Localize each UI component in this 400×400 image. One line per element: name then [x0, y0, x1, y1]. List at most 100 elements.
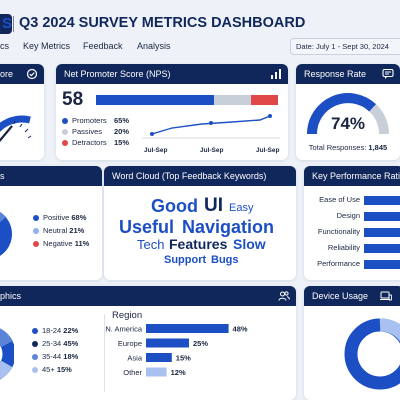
legend-value: 68% [71, 213, 87, 222]
region-data-label: 25% [193, 339, 208, 348]
sentiment-card: s Positive 68% Neutral 21% Negative 11% [0, 166, 102, 280]
logo-badge[interactable] [0, 14, 12, 34]
kpi-row: Reliability [304, 242, 400, 258]
response-rate-card: Response Rate 74% Total Responses: 1,845 [296, 64, 400, 160]
legend-value: 15% [114, 138, 130, 147]
demographics-title: phics [0, 291, 22, 301]
kpi-list: Ease of Use Design Functionality Reliabi… [304, 194, 400, 274]
age-legend: 18-24 22% 25-34 45% 35-44 18% 45+ 15% [32, 326, 78, 378]
legend-dot-passives [62, 129, 68, 136]
legend-label: Negative [43, 239, 73, 248]
word-slow: Slow [233, 236, 266, 252]
page-title: Q3 2024 SURVEY METRICS DASHBOARD [19, 15, 306, 31]
word-navigation: Navigation [182, 217, 275, 237]
legend-item: Passives 20% [62, 127, 136, 138]
nps-value: 58 [62, 89, 84, 110]
chat-icon[interactable] [382, 68, 394, 80]
legend-item: Positive 68% [33, 213, 89, 226]
top-nav: cs Key Metrics Feedback Analysis [0, 41, 290, 53]
word-useful: Useful [119, 217, 175, 237]
word-features: Features [169, 236, 228, 252]
date-range-picker[interactable]: Date: July 1 - Sept 30, 2024 [290, 38, 400, 55]
legend-value: 45% [63, 339, 79, 348]
region-data-label: 48% [233, 325, 248, 334]
sentiment-header: s [0, 166, 102, 186]
kpi-row: Performance [304, 258, 400, 274]
nav-item-partial[interactable]: cs [0, 41, 9, 51]
region-bar [146, 367, 167, 377]
region-bar [146, 353, 172, 362]
nps-card: Net Promoter Score (NPS) 58 Promoters 65… [56, 64, 288, 160]
kpi-bar [364, 228, 400, 237]
kpi-bar [364, 244, 400, 253]
legend-value: 21% [69, 226, 85, 235]
region-bar [146, 338, 189, 348]
nps-legend: Promoters 65% Passives 20% Detractors 15… [62, 116, 136, 149]
total-responses: Total Responses: 1,845 [296, 143, 400, 152]
devices-icon[interactable] [380, 290, 392, 302]
legend-value: 15% [56, 365, 72, 374]
users-icon[interactable] [278, 290, 290, 302]
legend-value: 65% [114, 116, 130, 125]
response-rate-value: 74% [330, 114, 366, 133]
kpi-bar [364, 260, 400, 269]
legend-item: Neutral 21% [33, 226, 89, 239]
word-tech: Tech [137, 237, 165, 252]
legend-item: Promoters 65% [62, 116, 136, 127]
nav-item-feedback[interactable]: Feedback [83, 41, 123, 51]
word-support: Support [164, 254, 207, 266]
gauge-needle [0, 125, 13, 143]
legend-dot-18-24 [32, 328, 38, 335]
bar-chart-icon[interactable] [270, 68, 282, 80]
sentiment-pie [0, 211, 12, 256]
region-tick-label: Other [123, 368, 142, 377]
kpi-row: Functionality [304, 226, 400, 242]
region-title: Region [112, 310, 143, 321]
legend-item: 45+ 15% [32, 365, 78, 378]
header-divider [13, 16, 14, 32]
legend-label: Promoters [72, 116, 107, 125]
word-ui: UI [204, 195, 223, 216]
trend-label: Jul-Sep [256, 147, 280, 154]
nps-bar-detractors [250, 95, 278, 105]
gauge-check-icon[interactable] [26, 68, 38, 80]
nav-item-analysis[interactable]: Analysis [137, 41, 171, 51]
region-tick-label: N. America [105, 325, 143, 334]
sentiment-legend: Positive 68% Neutral 21% Negative 11% [33, 213, 89, 252]
legend-label: Positive [43, 213, 70, 222]
legend-value: 11% [74, 239, 90, 248]
legend-label: 45+ [42, 365, 55, 374]
device-donut [344, 318, 400, 390]
legend-label: Passives [72, 127, 103, 136]
legend-value: 22% [63, 326, 79, 335]
region-bar [146, 324, 229, 333]
region-bar-chart: N. America 48% Europe 25% Asia 15% Other 12% [105, 324, 248, 377]
device-usage-title: Device Usage [312, 291, 369, 301]
legend-item: Negative 11% [33, 239, 89, 252]
word-good: Good [151, 196, 198, 216]
nps-bar-passives [214, 95, 251, 105]
age-donut [0, 328, 14, 380]
kpi-header: Key Performance Rati [304, 166, 400, 186]
legend-dot-promoters [62, 118, 68, 125]
legend-label: 25-34 [42, 339, 62, 348]
word-cloud-card: Word Cloud (Top Feedback Keywords) Good … [104, 166, 296, 280]
nav-item-key-metrics[interactable]: Key Metrics [23, 41, 71, 51]
legend-dot-45-plus [32, 367, 38, 374]
total-responses-value: 1,845 [368, 143, 388, 152]
legend-dot-detractors [62, 140, 68, 147]
legend-label: 35-44 [42, 352, 62, 361]
device-usage-card: Device Usage [304, 286, 400, 400]
kpi-label: Performance [317, 259, 360, 268]
trend-label: Jul-Sep [200, 147, 224, 154]
word-cloud-header: Word Cloud (Top Feedback Keywords) [104, 166, 296, 186]
score-gauge [0, 115, 32, 143]
demographics-card: phics 18-24 22% 25-34 45% 35-44 18% 45+ … [0, 286, 296, 400]
legend-value: 18% [63, 352, 79, 361]
nps-title: Net Promoter Score (NPS) [64, 69, 171, 79]
word-bugs: Bugs [211, 254, 239, 266]
gauge-arc [0, 115, 31, 133]
legend-item: 35-44 18% [32, 352, 78, 365]
legend-dot-positive [33, 215, 39, 222]
kpi-row: Design [304, 210, 400, 226]
